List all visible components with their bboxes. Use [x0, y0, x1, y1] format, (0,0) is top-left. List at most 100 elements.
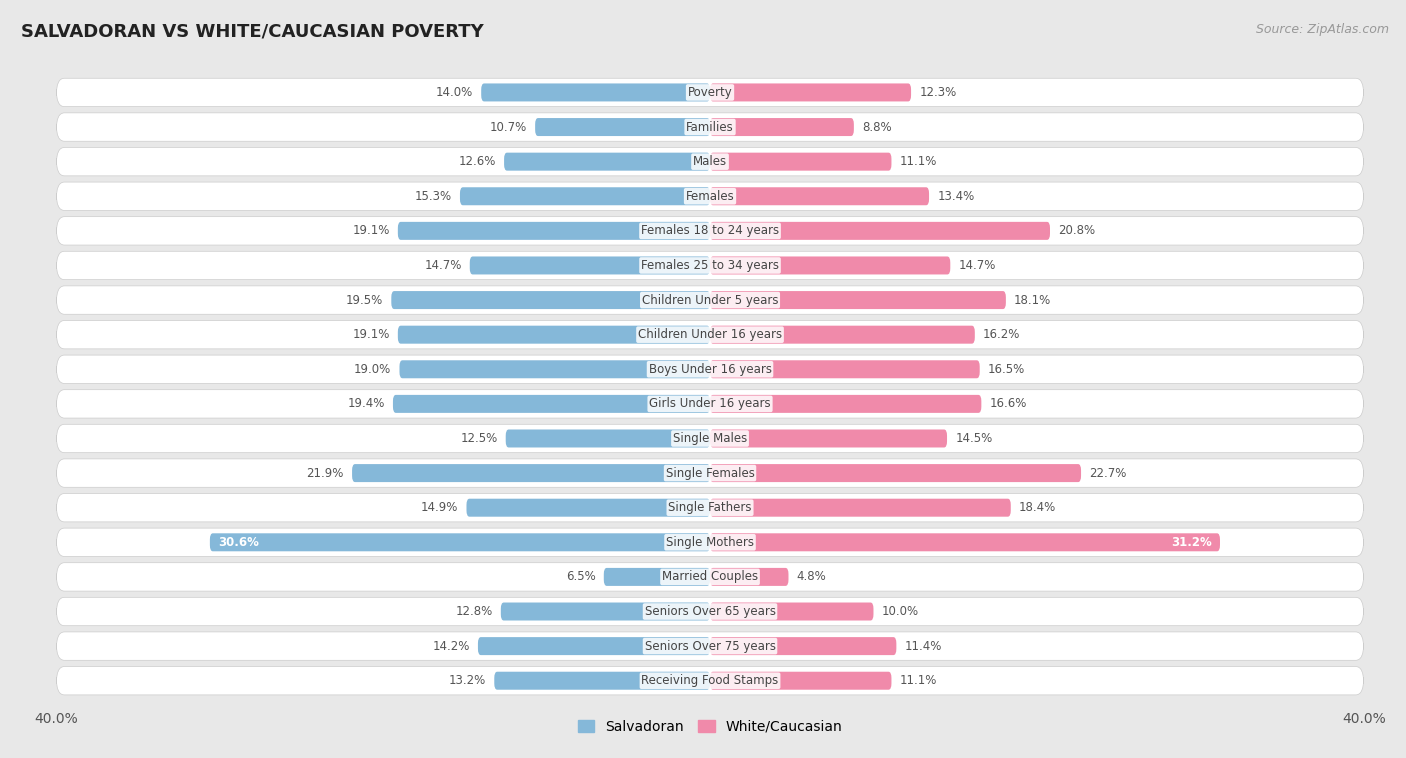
- FancyBboxPatch shape: [398, 326, 710, 343]
- FancyBboxPatch shape: [56, 666, 1364, 695]
- Text: 18.4%: 18.4%: [1019, 501, 1056, 514]
- Text: 8.8%: 8.8%: [862, 121, 891, 133]
- Text: Children Under 16 years: Children Under 16 years: [638, 328, 782, 341]
- FancyBboxPatch shape: [710, 291, 1005, 309]
- FancyBboxPatch shape: [56, 424, 1364, 453]
- FancyBboxPatch shape: [56, 632, 1364, 660]
- Text: 14.5%: 14.5%: [955, 432, 993, 445]
- FancyBboxPatch shape: [710, 534, 1220, 551]
- Text: 11.4%: 11.4%: [904, 640, 942, 653]
- Text: Females 25 to 34 years: Females 25 to 34 years: [641, 259, 779, 272]
- FancyBboxPatch shape: [56, 182, 1364, 211]
- FancyBboxPatch shape: [56, 528, 1364, 556]
- FancyBboxPatch shape: [710, 603, 873, 621]
- FancyBboxPatch shape: [56, 251, 1364, 280]
- Text: Males: Males: [693, 155, 727, 168]
- FancyBboxPatch shape: [460, 187, 710, 205]
- Text: 13.2%: 13.2%: [449, 674, 486, 688]
- FancyBboxPatch shape: [710, 118, 853, 136]
- FancyBboxPatch shape: [56, 390, 1364, 418]
- Text: 16.6%: 16.6%: [990, 397, 1026, 410]
- Text: 15.3%: 15.3%: [415, 190, 451, 202]
- FancyBboxPatch shape: [506, 430, 710, 447]
- FancyBboxPatch shape: [56, 459, 1364, 487]
- FancyBboxPatch shape: [392, 395, 710, 413]
- Text: Married Couples: Married Couples: [662, 571, 758, 584]
- FancyBboxPatch shape: [710, 395, 981, 413]
- Text: 11.1%: 11.1%: [900, 674, 936, 688]
- Text: Seniors Over 75 years: Seniors Over 75 years: [644, 640, 776, 653]
- Text: Receiving Food Stamps: Receiving Food Stamps: [641, 674, 779, 688]
- Text: 12.8%: 12.8%: [456, 605, 492, 618]
- FancyBboxPatch shape: [710, 187, 929, 205]
- FancyBboxPatch shape: [56, 286, 1364, 315]
- Text: 19.4%: 19.4%: [347, 397, 385, 410]
- Text: 31.2%: 31.2%: [1171, 536, 1212, 549]
- Text: Single Fathers: Single Fathers: [668, 501, 752, 514]
- Text: Females 18 to 24 years: Females 18 to 24 years: [641, 224, 779, 237]
- Text: 6.5%: 6.5%: [565, 571, 596, 584]
- FancyBboxPatch shape: [710, 430, 948, 447]
- Text: 10.7%: 10.7%: [489, 121, 527, 133]
- FancyBboxPatch shape: [391, 291, 710, 309]
- FancyBboxPatch shape: [603, 568, 710, 586]
- FancyBboxPatch shape: [710, 464, 1081, 482]
- FancyBboxPatch shape: [209, 534, 710, 551]
- Text: 19.5%: 19.5%: [346, 293, 382, 306]
- FancyBboxPatch shape: [710, 499, 1011, 517]
- Text: Source: ZipAtlas.com: Source: ZipAtlas.com: [1256, 23, 1389, 36]
- Text: 14.2%: 14.2%: [433, 640, 470, 653]
- Text: 14.9%: 14.9%: [420, 501, 458, 514]
- Text: Females: Females: [686, 190, 734, 202]
- FancyBboxPatch shape: [501, 603, 710, 621]
- FancyBboxPatch shape: [56, 562, 1364, 591]
- Text: Girls Under 16 years: Girls Under 16 years: [650, 397, 770, 410]
- Text: Single Males: Single Males: [673, 432, 747, 445]
- Text: 19.1%: 19.1%: [353, 328, 389, 341]
- Text: 4.8%: 4.8%: [797, 571, 827, 584]
- Text: Single Females: Single Females: [665, 467, 755, 480]
- FancyBboxPatch shape: [56, 597, 1364, 625]
- FancyBboxPatch shape: [56, 321, 1364, 349]
- FancyBboxPatch shape: [56, 355, 1364, 384]
- Text: Children Under 5 years: Children Under 5 years: [641, 293, 779, 306]
- Legend: Salvadoran, White/Caucasian: Salvadoran, White/Caucasian: [572, 714, 848, 739]
- Text: Boys Under 16 years: Boys Under 16 years: [648, 363, 772, 376]
- Text: 12.3%: 12.3%: [920, 86, 956, 99]
- FancyBboxPatch shape: [398, 222, 710, 240]
- FancyBboxPatch shape: [399, 360, 710, 378]
- Text: Seniors Over 65 years: Seniors Over 65 years: [644, 605, 776, 618]
- Text: 14.0%: 14.0%: [436, 86, 472, 99]
- FancyBboxPatch shape: [352, 464, 710, 482]
- Text: 22.7%: 22.7%: [1090, 467, 1126, 480]
- FancyBboxPatch shape: [495, 672, 710, 690]
- FancyBboxPatch shape: [478, 637, 710, 655]
- Text: 14.7%: 14.7%: [425, 259, 461, 272]
- Text: 14.7%: 14.7%: [959, 259, 995, 272]
- FancyBboxPatch shape: [710, 568, 789, 586]
- FancyBboxPatch shape: [710, 222, 1050, 240]
- FancyBboxPatch shape: [505, 152, 710, 171]
- Text: 16.5%: 16.5%: [988, 363, 1025, 376]
- Text: 12.5%: 12.5%: [460, 432, 498, 445]
- Text: 12.6%: 12.6%: [458, 155, 496, 168]
- Text: 13.4%: 13.4%: [938, 190, 974, 202]
- Text: 16.2%: 16.2%: [983, 328, 1021, 341]
- Text: Poverty: Poverty: [688, 86, 733, 99]
- FancyBboxPatch shape: [710, 256, 950, 274]
- Text: 19.1%: 19.1%: [353, 224, 389, 237]
- FancyBboxPatch shape: [56, 493, 1364, 522]
- Text: 11.1%: 11.1%: [900, 155, 936, 168]
- FancyBboxPatch shape: [467, 499, 710, 517]
- Text: 21.9%: 21.9%: [307, 467, 344, 480]
- FancyBboxPatch shape: [710, 326, 974, 343]
- Text: 10.0%: 10.0%: [882, 605, 918, 618]
- FancyBboxPatch shape: [470, 256, 710, 274]
- FancyBboxPatch shape: [536, 118, 710, 136]
- FancyBboxPatch shape: [56, 78, 1364, 107]
- FancyBboxPatch shape: [710, 83, 911, 102]
- FancyBboxPatch shape: [56, 148, 1364, 176]
- FancyBboxPatch shape: [710, 672, 891, 690]
- FancyBboxPatch shape: [710, 637, 897, 655]
- Text: Single Mothers: Single Mothers: [666, 536, 754, 549]
